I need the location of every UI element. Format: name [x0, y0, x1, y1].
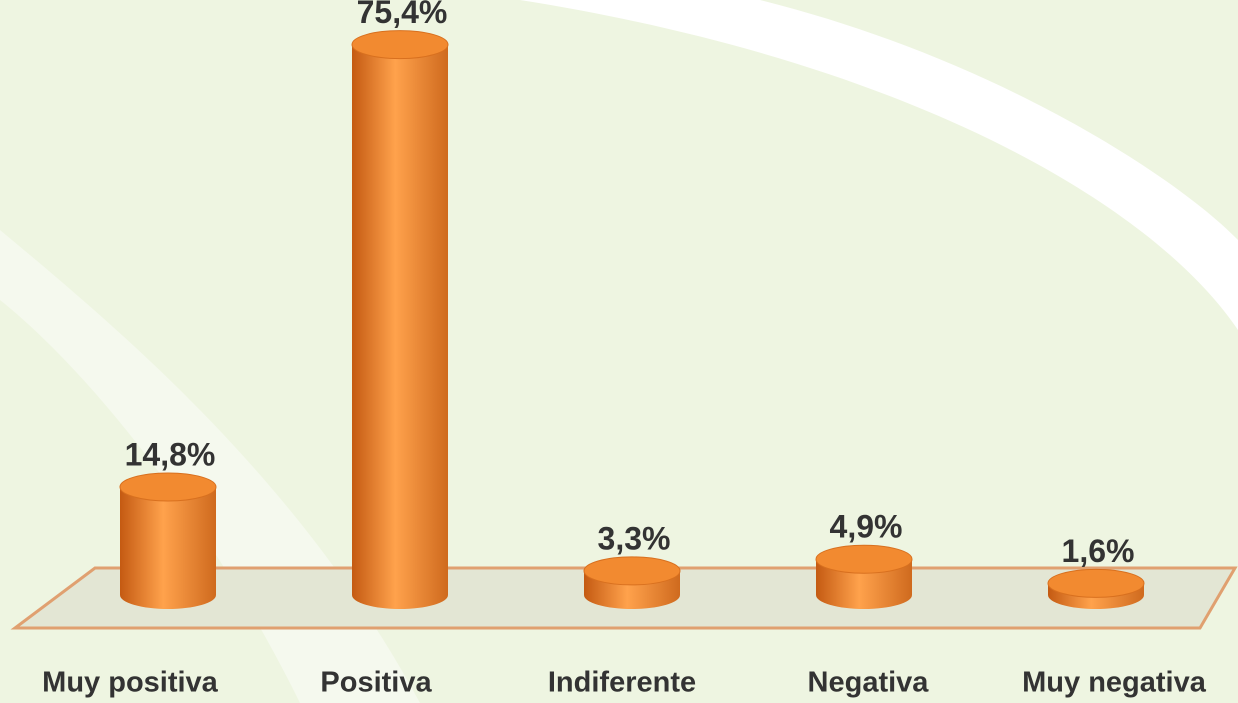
cylinder-top — [583, 556, 681, 586]
category-label: Positiva — [320, 667, 432, 699]
category-label: Indiferente — [548, 667, 696, 699]
swoosh — [520, 0, 1238, 330]
value-label: 75,4% — [357, 0, 448, 30]
value-label: 3,3% — [598, 520, 671, 556]
cylinder-top — [351, 30, 449, 60]
category-label: Muy positiva — [42, 667, 219, 699]
value-label: 4,9% — [830, 509, 903, 545]
cylinder-body — [352, 44, 448, 595]
cylinder-body — [120, 486, 216, 595]
cylinder-base — [352, 581, 448, 609]
cylinder-top — [119, 472, 217, 502]
category-label: Muy negativa — [1022, 667, 1207, 699]
value-label: 14,8% — [125, 436, 216, 472]
bars — [119, 30, 1145, 609]
category-label: Negativa — [808, 667, 930, 699]
cylinder-top — [815, 544, 913, 574]
cylinder-base — [816, 581, 912, 609]
value-label: 1,6% — [1062, 533, 1135, 569]
cylinder-base — [584, 581, 680, 609]
cylinder-top — [1047, 568, 1145, 598]
cylinder-base — [120, 581, 216, 609]
